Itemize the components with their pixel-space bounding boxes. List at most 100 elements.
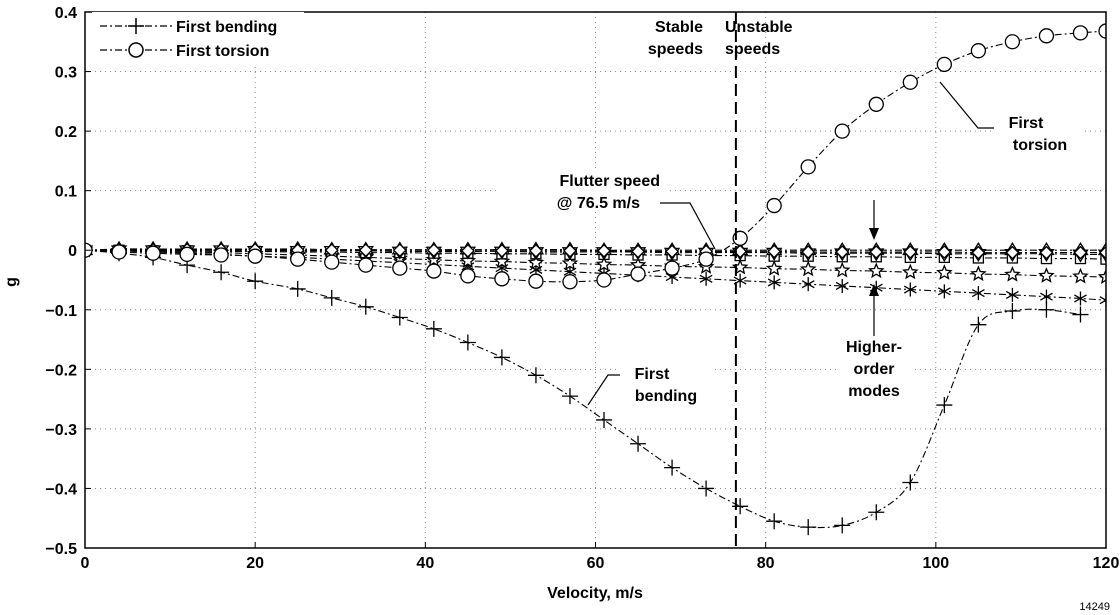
- data-point-circle: [179, 246, 195, 263]
- data-point-circle: [834, 123, 850, 139]
- data-point-diamond: [494, 243, 509, 258]
- data-point-plus: [1072, 306, 1089, 323]
- x-tick-label: 40: [416, 555, 434, 572]
- x-tick-label: 0: [81, 555, 90, 572]
- data-point-plus: [391, 309, 408, 326]
- data-point-circle: [596, 272, 612, 288]
- data-point-plus: [664, 459, 681, 476]
- series-layer: [85, 23, 1106, 536]
- y-axis-ticks: 0.4 0.3 0.2 0.1 0 −0.1 −0.2 −0.3 −0.4 −0.5: [45, 5, 91, 558]
- data-point-diamond: [597, 243, 611, 258]
- data-point-plus: [323, 289, 340, 306]
- data-point-asterisk: [767, 275, 781, 290]
- data-point-plus: [698, 480, 715, 497]
- data-point-circle: [392, 260, 408, 276]
- legend-marker-plus: [128, 18, 144, 34]
- legend: First bending First torsion: [92, 12, 304, 66]
- data-point-plus: [766, 513, 783, 530]
- data-point-diamond: [563, 243, 577, 258]
- data-point-star: [1038, 267, 1055, 283]
- data-point-circle: [970, 43, 987, 59]
- data-point-plus: [425, 320, 442, 337]
- data-point-asterisk: [903, 282, 917, 297]
- first-bending-leader: [587, 374, 620, 406]
- y-tick-label: 0.4: [55, 5, 77, 22]
- series-triangle-down: [85, 245, 1106, 263]
- x-tick-label: 120: [1093, 555, 1120, 572]
- x-tick-label: 20: [246, 555, 264, 572]
- higher-modes-line2: order: [854, 361, 895, 378]
- data-point-plus: [732, 498, 749, 515]
- x-tick-label: 80: [757, 555, 775, 572]
- data-point-star: [833, 261, 851, 278]
- flutter-speed-line2: @ 76.5 m/s: [557, 195, 640, 212]
- data-point-circle: [664, 260, 680, 276]
- data-point-plus: [970, 316, 987, 333]
- data-point-plus: [289, 280, 306, 297]
- series-line-circle: [85, 30, 1106, 283]
- data-point-circle: [460, 268, 476, 284]
- flutter-leader-line: [660, 202, 716, 250]
- data-point-plus: [902, 474, 919, 491]
- data-point-asterisk: [801, 277, 815, 292]
- data-point-circle: [247, 248, 263, 264]
- data-point-circle: [562, 274, 578, 290]
- first-torsion-leader: [939, 81, 994, 129]
- data-point-asterisk: [1074, 291, 1087, 306]
- data-point-star: [561, 254, 579, 271]
- legend-label-first-torsion: First torsion: [176, 43, 269, 60]
- data-point-star: [936, 264, 953, 280]
- data-point-diamond: [426, 243, 441, 258]
- data-point-asterisk: [1040, 289, 1053, 304]
- y-tick-label: 0.1: [55, 184, 77, 201]
- data-point-diamond: [903, 245, 918, 259]
- data-point-diamond: [529, 243, 543, 258]
- figure-number: 14249: [1079, 601, 1110, 613]
- data-point-circle: [1072, 25, 1089, 41]
- higher-modes-arrow-up-head: [869, 284, 879, 296]
- unstable-speeds-line2: speeds: [725, 41, 780, 58]
- data-point-star: [970, 265, 987, 282]
- data-point-diamond: [869, 245, 884, 259]
- y-tick-label: −0.3: [45, 422, 77, 439]
- bending-label-bg: [620, 362, 712, 408]
- grid: [85, 12, 1106, 548]
- flutter-label-bg: [496, 168, 666, 212]
- series-square: [85, 244, 1106, 265]
- data-point-plus: [936, 397, 953, 414]
- higher-modes-line1: Higher-: [846, 339, 902, 356]
- data-point-plus: [596, 411, 613, 428]
- data-point-star: [868, 262, 885, 279]
- higher-modes-label-bg: [836, 336, 914, 402]
- data-point-plus: [1004, 302, 1021, 319]
- data-point-circle: [902, 74, 918, 90]
- data-point-asterisk: [1099, 293, 1106, 308]
- stable-speeds-line2: speeds: [648, 41, 703, 58]
- first-torsion-ann-line1: First: [1009, 115, 1044, 132]
- data-point-circle: [324, 254, 340, 270]
- y-tick-label: 0: [68, 243, 77, 260]
- data-point-star: [1072, 267, 1089, 284]
- legend-item-first-torsion: First torsion: [100, 42, 269, 60]
- y-tick-label: 0.3: [55, 65, 77, 82]
- data-point-diamond: [392, 243, 407, 258]
- data-point-plus: [561, 388, 578, 405]
- data-point-plus: [630, 435, 647, 452]
- unstable-speeds-line1: Unstable: [725, 19, 793, 36]
- series-line-plus: [85, 249, 1081, 529]
- data-point-plus: [834, 517, 851, 534]
- y-tick-label: 0.2: [55, 124, 77, 141]
- data-point-circle: [528, 273, 544, 289]
- data-point-diamond: [971, 245, 986, 260]
- x-axis-ticks: 0 20 40 60 80 100 120: [81, 542, 1120, 572]
- data-point-square: [1100, 253, 1106, 265]
- data-point-asterisk: [971, 286, 985, 301]
- y-axis-label: g: [3, 277, 20, 287]
- data-point-plus: [1038, 301, 1055, 318]
- data-point-diamond: [631, 244, 645, 259]
- data-point-diamond: [665, 244, 679, 259]
- higher-modes-arrow-down-head: [869, 228, 879, 240]
- y-tick-label: −0.2: [45, 362, 77, 379]
- legend-label-first-bending: First bending: [176, 19, 277, 36]
